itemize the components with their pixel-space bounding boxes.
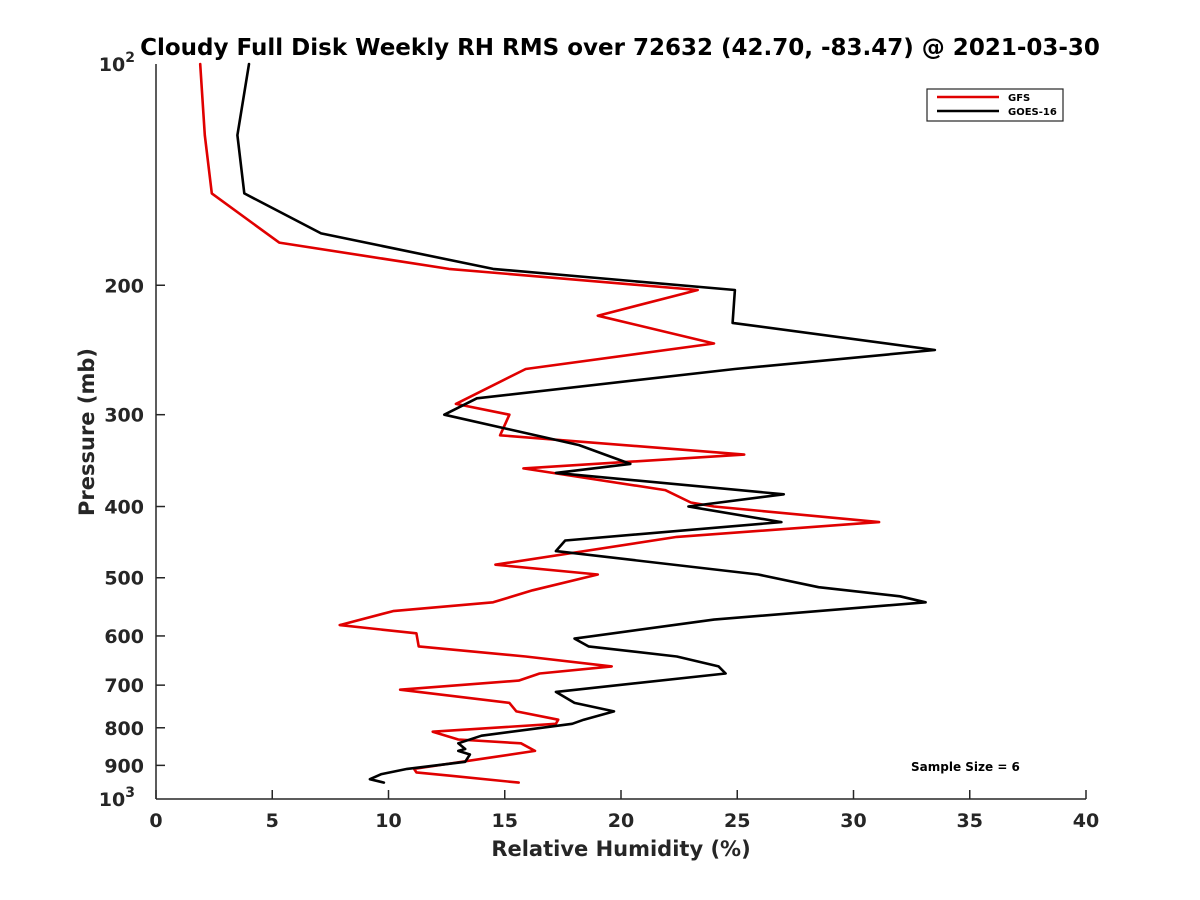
sample-size-annotation: Sample Size = 6 <box>911 760 1020 774</box>
x-tick-label: 25 <box>724 810 750 832</box>
y-axis-label: Pressure (mb) <box>75 348 99 516</box>
x-axis-label: Relative Humidity (%) <box>491 837 750 861</box>
plot-area: 0 5 10 15 20 25 30 35 40 102 200 300 400 500 600 700 80… <box>99 50 1099 832</box>
y-tick-label: 800 <box>104 718 144 740</box>
y-ticks: 102 200 300 400 500 600 700 800 900 103 <box>99 50 165 811</box>
series-line-gfs <box>198 62 881 784</box>
x-tick-label: 20 <box>608 810 634 832</box>
y-tick-label: 900 <box>104 755 144 777</box>
x-tick-label: 15 <box>492 810 518 832</box>
legend-gfs-label: GFS <box>1008 93 1030 104</box>
y-tick-label: 700 <box>104 675 144 697</box>
chart-title: Cloudy Full Disk Weekly RH RMS over 7263… <box>140 35 1100 61</box>
series-line-goes-16 <box>236 62 937 784</box>
x-tick-label: 10 <box>375 810 401 832</box>
y-tick-label: 600 <box>104 626 144 648</box>
series-layer <box>198 62 937 784</box>
x-tick-label: 0 <box>149 810 162 832</box>
legend-goes-label: GOES-16 <box>1008 107 1057 118</box>
y-tick-label: 103 <box>99 785 135 811</box>
y-tick-label: 300 <box>104 405 144 427</box>
x-tick-label: 5 <box>266 810 279 832</box>
legend-box <box>926 88 1064 122</box>
y-tick-label: 102 <box>99 50 135 76</box>
legend: GFS GOES-16 <box>926 88 1064 122</box>
x-tick-label: 30 <box>840 810 866 832</box>
x-ticks: 0 5 10 15 20 25 30 35 40 <box>149 790 1099 832</box>
y-tick-label: 200 <box>104 275 144 297</box>
x-tick-label: 35 <box>957 810 983 832</box>
x-tick-label: 40 <box>1073 810 1099 832</box>
y-tick-label: 500 <box>104 568 144 590</box>
y-tick-label: 400 <box>104 497 144 519</box>
